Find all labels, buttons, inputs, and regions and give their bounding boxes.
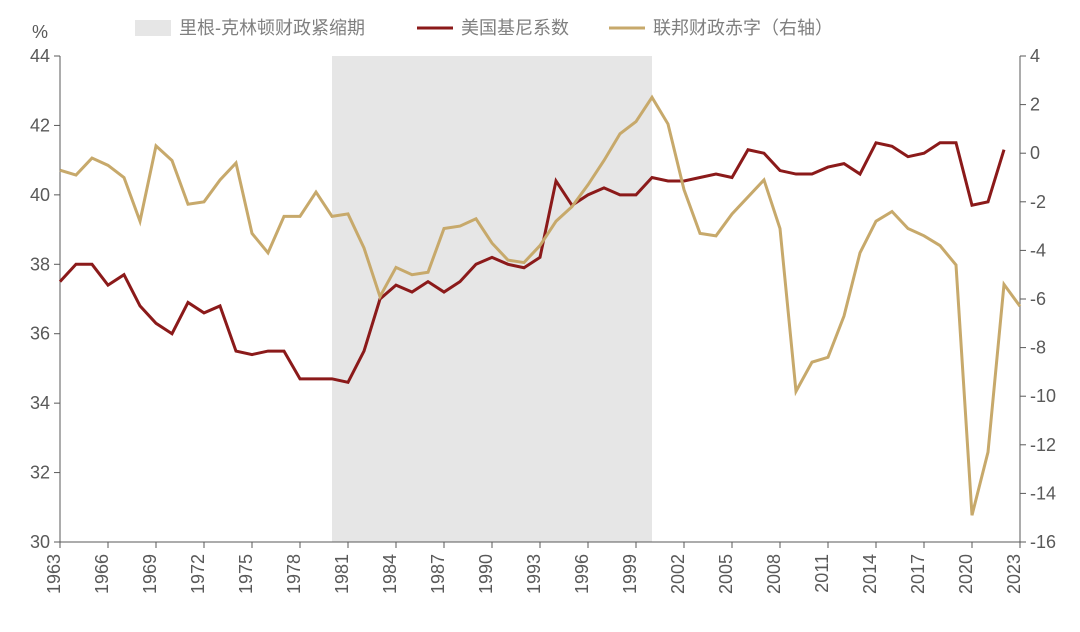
y-left-tick-label: 32 [30,463,50,483]
x-tick-label: 2011 [812,554,832,593]
y-left-tick-label: 38 [30,254,50,274]
legend-label: 里根-克林顿财政紧缩期 [179,18,365,38]
y-right-tick-label: -8 [1030,338,1046,358]
x-tick-label: 1978 [284,554,304,594]
x-tick-label: 1963 [44,554,64,594]
x-tick-label: 2020 [956,554,976,594]
x-tick-label: 2023 [1004,554,1024,594]
legend-swatch-shade [135,20,171,36]
y-right-tick-label: -16 [1030,532,1056,552]
y-left-tick-label: 30 [30,532,50,552]
y-left-tick-label: 44 [30,46,50,66]
y-right-tick-label: -4 [1030,240,1046,260]
y-right-tick-label: 4 [1030,46,1040,66]
x-tick-label: 1987 [428,554,448,594]
y-right-tick-label: 0 [1030,143,1040,163]
y-right-tick-label: -6 [1030,289,1046,309]
y-right-tick-label: -14 [1030,483,1056,503]
y-left-tick-label: 34 [30,393,50,413]
x-tick-label: 2005 [716,554,736,594]
x-tick-label: 2017 [908,554,928,594]
y-right-tick-label: -2 [1030,192,1046,212]
legend-label: 联邦财政赤字（右轴） [653,18,833,38]
y-unit-label: % [32,22,48,42]
x-tick-label: 1996 [572,554,592,594]
x-tick-label: 1999 [620,554,640,594]
x-tick-label: 1972 [188,554,208,594]
x-tick-label: 1966 [92,554,112,594]
y-right-tick-label: -10 [1030,386,1056,406]
x-tick-label: 2014 [860,554,880,594]
dual-axis-line-chart: 里根-克林顿财政紧缩期美国基尼系数联邦财政赤字（右轴）%303234363840… [0,0,1080,632]
x-tick-label: 1993 [524,554,544,594]
x-tick-label: 2008 [764,554,784,594]
x-tick-label: 1975 [236,554,256,594]
y-left-tick-label: 40 [30,185,50,205]
x-tick-label: 1969 [140,554,160,594]
legend-label: 美国基尼系数 [461,18,569,38]
x-tick-label: 1990 [476,554,496,594]
y-right-tick-label: 2 [1030,95,1040,115]
y-right-tick-label: -12 [1030,435,1056,455]
x-tick-label: 1981 [332,554,352,594]
x-tick-label: 1984 [380,554,400,594]
y-left-tick-label: 42 [30,115,50,135]
legend: 里根-克林顿财政紧缩期 美国基尼系数 联邦财政赤字（右轴） [135,18,833,38]
x-tick-label: 2002 [668,554,688,594]
y-left-tick-label: 36 [30,324,50,344]
chart-container: 里根-克林顿财政紧缩期美国基尼系数联邦财政赤字（右轴）%303234363840… [0,0,1080,632]
